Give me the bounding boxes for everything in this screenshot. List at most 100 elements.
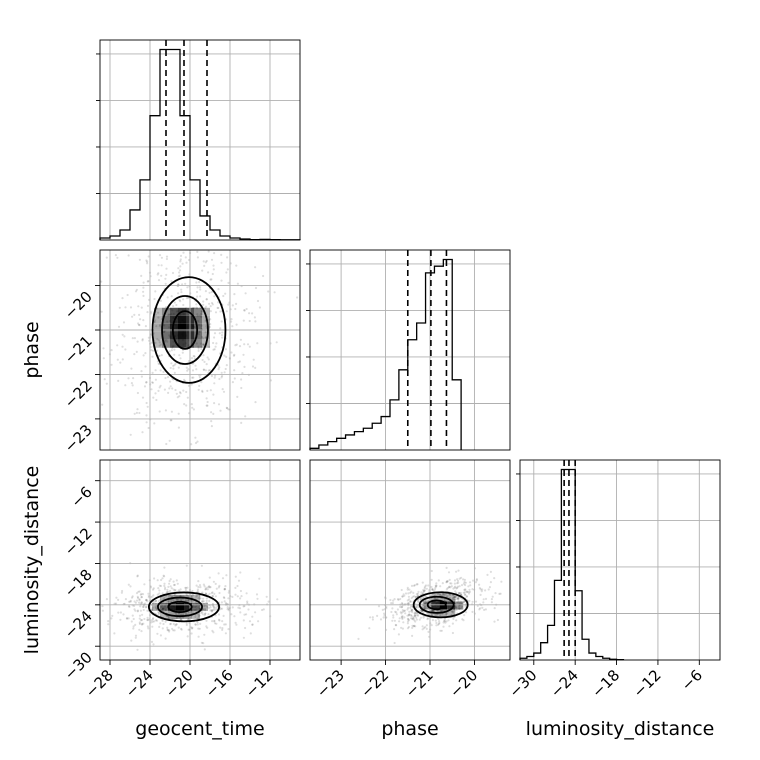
scatter-point xyxy=(414,610,417,614)
scatter-point xyxy=(220,334,224,337)
scatter-point xyxy=(203,633,206,636)
density-cell-geocent-time-vs-luminosity-distance xyxy=(192,602,200,611)
scatter-point xyxy=(171,387,174,390)
scatter-point xyxy=(165,339,168,342)
scatter-point xyxy=(484,608,487,611)
scatter-point xyxy=(176,582,179,585)
scatter-point xyxy=(172,345,175,348)
density-cell-geocent-time-vs-luminosity-distance xyxy=(176,602,184,611)
scatter-point xyxy=(436,600,439,604)
scatter-point xyxy=(160,264,163,267)
scatter-point xyxy=(185,327,188,330)
scatter-point xyxy=(225,574,228,577)
scatter-point xyxy=(437,622,440,626)
scatter-point xyxy=(197,330,201,334)
scatter-point xyxy=(157,272,160,275)
scatter-point xyxy=(171,346,174,349)
scatter-point xyxy=(441,582,444,585)
scatter-point xyxy=(410,608,413,611)
scatter-point xyxy=(451,622,454,625)
scatter-point xyxy=(457,599,460,603)
scatter-point xyxy=(407,595,410,598)
scatter-point xyxy=(448,578,451,582)
scatter-point xyxy=(254,611,257,614)
scatter-point xyxy=(174,613,177,616)
scatter-point xyxy=(426,599,429,603)
scatter-point xyxy=(172,622,175,626)
scatter-point xyxy=(178,271,181,274)
scatter-point xyxy=(203,648,206,651)
scatter-point xyxy=(208,302,211,305)
scatter-point xyxy=(460,607,463,610)
scatter-point xyxy=(140,618,144,622)
scatter-point xyxy=(105,256,108,259)
density-cell-geocent-time-vs-phase xyxy=(162,323,170,332)
density-cell-geocent-time-vs-luminosity-distance xyxy=(160,594,168,603)
scatter-point xyxy=(179,265,182,268)
scatter-point xyxy=(187,606,190,609)
scatter-point xyxy=(451,610,454,613)
scatter-point xyxy=(169,419,172,422)
scatter-point xyxy=(140,630,143,633)
scatter-point xyxy=(231,595,234,599)
scatter-point xyxy=(364,598,368,601)
scatter-point xyxy=(411,634,414,638)
scatter-point xyxy=(107,623,110,626)
scatter-point xyxy=(431,588,434,591)
scatter-point xyxy=(154,378,157,381)
scatter-point xyxy=(146,618,149,622)
scatter-point xyxy=(210,374,213,378)
scatter-point xyxy=(163,575,166,578)
scatter-point xyxy=(440,609,443,612)
scatter-point xyxy=(211,595,214,598)
scatter-point xyxy=(252,358,255,361)
scatter-point xyxy=(153,319,157,322)
scatter-point xyxy=(121,345,124,348)
scatter-point xyxy=(146,405,149,408)
scatter-point xyxy=(147,280,150,283)
scatter-point xyxy=(163,596,166,600)
scatter-point xyxy=(171,271,175,275)
scatter-point xyxy=(201,611,204,614)
scatter-point xyxy=(131,595,134,598)
scatter-point xyxy=(123,602,126,605)
scatter-point xyxy=(434,586,437,589)
scatter-point xyxy=(235,623,238,626)
scatter-point xyxy=(458,592,461,595)
scatter-point xyxy=(446,580,449,583)
scatter-point xyxy=(460,601,463,604)
scatter-point xyxy=(453,582,456,585)
scatter-point xyxy=(401,595,404,598)
scatter-point xyxy=(195,281,198,284)
scatter-point xyxy=(254,401,257,404)
scatter-point xyxy=(451,596,454,600)
scatter-point xyxy=(420,609,423,613)
x-tick-label-phase: −22 xyxy=(357,666,392,701)
scatter-point xyxy=(248,312,251,315)
scatter-point xyxy=(399,611,402,614)
scatter-point xyxy=(138,590,141,593)
scatter-point xyxy=(479,593,482,597)
scatter-point xyxy=(421,628,424,631)
scatter-point xyxy=(422,588,425,592)
scatter-point xyxy=(193,355,196,358)
scatter-point xyxy=(194,441,198,445)
scatter-point xyxy=(190,357,194,360)
scatter-point xyxy=(206,605,209,608)
scatter-point xyxy=(407,625,410,629)
scatter-point xyxy=(119,611,122,614)
scatter-point xyxy=(201,389,204,392)
scatter-point xyxy=(132,617,135,621)
scatter-point xyxy=(447,619,450,622)
scatter-point xyxy=(145,598,148,602)
scatter-point xyxy=(460,584,464,587)
scatter-point xyxy=(221,628,224,632)
scatter-point xyxy=(453,609,456,612)
scatter-point xyxy=(484,589,487,592)
scatter-point xyxy=(392,616,395,619)
scatter-point xyxy=(213,620,216,623)
scatter-point xyxy=(450,582,453,585)
scatter-point xyxy=(435,582,438,585)
scatter-point xyxy=(246,343,250,346)
scatter-point xyxy=(223,588,227,591)
